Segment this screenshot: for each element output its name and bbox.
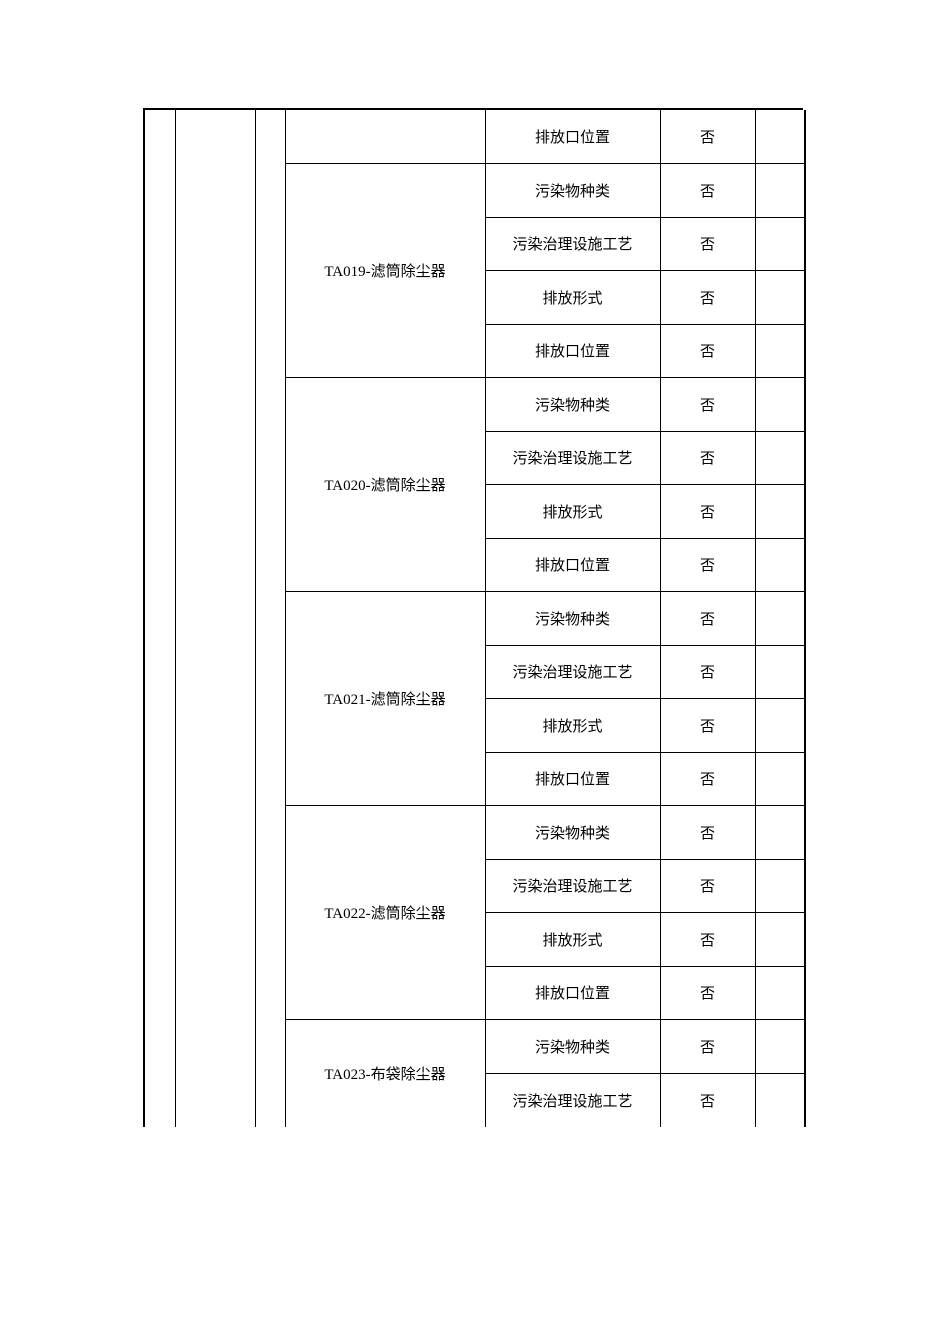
col7-cell bbox=[755, 217, 805, 271]
col7-cell bbox=[755, 966, 805, 1020]
item-name: 污染物种类 bbox=[485, 1020, 660, 1074]
item-value: 否 bbox=[660, 806, 755, 860]
col7-cell bbox=[755, 538, 805, 592]
col7-cell bbox=[755, 485, 805, 539]
item-name: 污染治理设施工艺 bbox=[485, 217, 660, 271]
item-name: 排放形式 bbox=[485, 485, 660, 539]
item-value: 否 bbox=[660, 164, 755, 218]
item-name: 污染物种类 bbox=[485, 164, 660, 218]
item-value: 否 bbox=[660, 271, 755, 325]
col1-spacer bbox=[145, 110, 175, 1127]
item-value: 否 bbox=[660, 645, 755, 699]
item-name: 污染物种类 bbox=[485, 378, 660, 432]
item-value: 否 bbox=[660, 592, 755, 646]
item-name: 排放口位置 bbox=[485, 324, 660, 378]
item-name: 污染治理设施工艺 bbox=[485, 1073, 660, 1127]
col7-cell bbox=[755, 592, 805, 646]
item-name: 排放形式 bbox=[485, 699, 660, 753]
equipment-label: TA020-滤筒除尘器 bbox=[285, 378, 485, 592]
col7-cell bbox=[755, 913, 805, 967]
col7-cell bbox=[755, 1073, 805, 1127]
item-value: 否 bbox=[660, 859, 755, 913]
item-value: 否 bbox=[660, 699, 755, 753]
item-value: 否 bbox=[660, 1020, 755, 1074]
col7-cell bbox=[755, 806, 805, 860]
equipment-label bbox=[285, 110, 485, 164]
item-name: 污染治理设施工艺 bbox=[485, 859, 660, 913]
item-name: 排放形式 bbox=[485, 913, 660, 967]
item-name: 排放形式 bbox=[485, 271, 660, 325]
item-name: 排放口位置 bbox=[485, 538, 660, 592]
col3-spacer bbox=[255, 110, 285, 1127]
col7-cell bbox=[755, 324, 805, 378]
item-value: 否 bbox=[660, 110, 755, 164]
col7-cell bbox=[755, 271, 805, 325]
col7-cell bbox=[755, 431, 805, 485]
col7-cell bbox=[755, 699, 805, 753]
item-value: 否 bbox=[660, 966, 755, 1020]
item-value: 否 bbox=[660, 538, 755, 592]
col7-cell bbox=[755, 164, 805, 218]
item-value: 否 bbox=[660, 431, 755, 485]
equipment-label: TA023-布袋除尘器 bbox=[285, 1020, 485, 1127]
item-name: 污染物种类 bbox=[485, 592, 660, 646]
item-value: 否 bbox=[660, 378, 755, 432]
item-value: 否 bbox=[660, 1073, 755, 1127]
item-name: 污染治理设施工艺 bbox=[485, 431, 660, 485]
item-value: 否 bbox=[660, 913, 755, 967]
item-name: 排放口位置 bbox=[485, 752, 660, 806]
item-value: 否 bbox=[660, 324, 755, 378]
col7-cell bbox=[755, 752, 805, 806]
equipment-label: TA019-滤筒除尘器 bbox=[285, 164, 485, 378]
item-name: 污染物种类 bbox=[485, 806, 660, 860]
item-name: 排放口位置 bbox=[485, 966, 660, 1020]
equipment-label: TA021-滤筒除尘器 bbox=[285, 592, 485, 806]
item-name: 污染治理设施工艺 bbox=[485, 645, 660, 699]
col7-cell bbox=[755, 378, 805, 432]
data-table: 排放口位置 否 TA019-滤筒除尘器 污染物种类 否 污染治理设施工艺 否 排… bbox=[143, 108, 803, 1127]
col7-cell bbox=[755, 645, 805, 699]
item-name: 排放口位置 bbox=[485, 110, 660, 164]
item-value: 否 bbox=[660, 217, 755, 271]
item-value: 否 bbox=[660, 752, 755, 806]
equipment-label: TA022-滤筒除尘器 bbox=[285, 806, 485, 1020]
col7-cell bbox=[755, 859, 805, 913]
col2-spacer bbox=[175, 110, 255, 1127]
col7-cell bbox=[755, 110, 805, 164]
item-value: 否 bbox=[660, 485, 755, 539]
col7-cell bbox=[755, 1020, 805, 1074]
equipment-table: 排放口位置 否 TA019-滤筒除尘器 污染物种类 否 污染治理设施工艺 否 排… bbox=[145, 110, 806, 1127]
table-row: 排放口位置 否 bbox=[145, 110, 805, 164]
